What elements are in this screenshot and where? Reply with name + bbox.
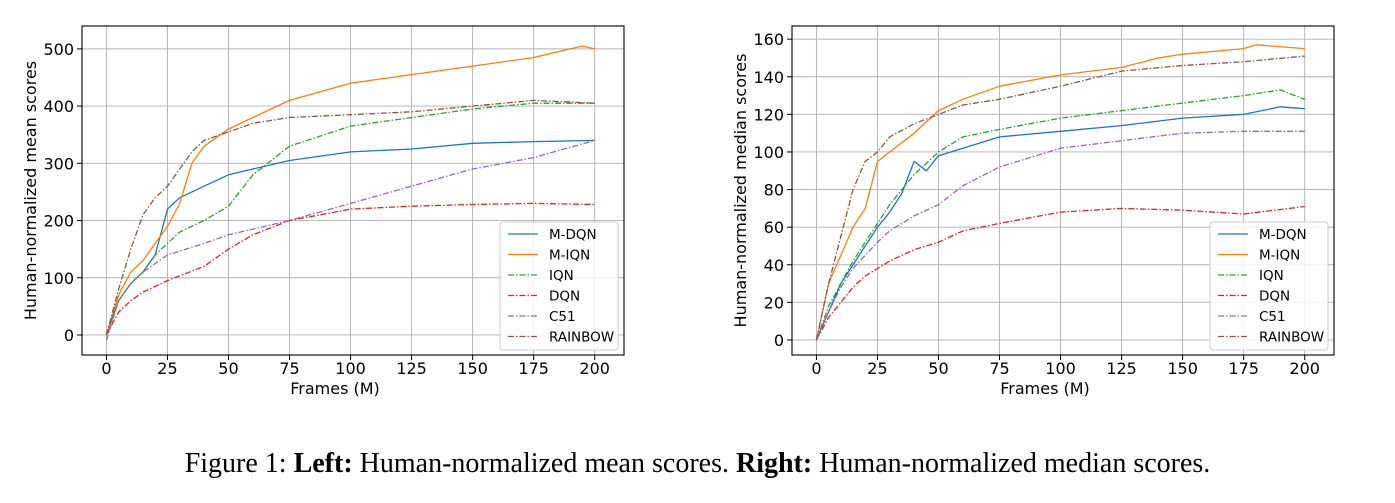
x-tick-label: 125 bbox=[396, 359, 427, 378]
x-tick-label: 200 bbox=[1289, 359, 1320, 378]
legend-label-dqn: DQN bbox=[1259, 289, 1290, 305]
x-tick-label: 125 bbox=[1106, 359, 1137, 378]
legend: M-DQN M-IQN IQN DQN C51 RAINBOW bbox=[1209, 221, 1329, 351]
series-line-dqn bbox=[105, 202, 595, 336]
x-tick-label: 150 bbox=[1167, 359, 1198, 378]
x-tick-label: 75 bbox=[989, 359, 1009, 378]
chart-median-scores: 0 25 50 75 100 125 150 175 200 0 20 40 60 80 100 120 140… bbox=[731, 25, 1335, 398]
y-tick-label: 400 bbox=[43, 97, 74, 116]
legend-label-rainbow: RAINBOW bbox=[549, 330, 614, 346]
series-line-dqn bbox=[815, 205, 1305, 341]
y-axis-label: Human-normalized mean scores bbox=[21, 61, 40, 320]
x-tick-label: 0 bbox=[101, 359, 111, 378]
x-tick-label: 175 bbox=[1228, 359, 1259, 378]
legend-label-c51: C51 bbox=[1259, 309, 1286, 325]
series-line-rainbow bbox=[815, 55, 1305, 341]
caption-right-text: Human-normalized median scores. bbox=[819, 448, 1211, 479]
caption-left-label: Left: bbox=[293, 448, 353, 479]
x-tick-label: 175 bbox=[518, 359, 549, 378]
x-tick-label: 50 bbox=[218, 359, 238, 378]
y-tick-label: 120 bbox=[753, 105, 784, 124]
legend-label-iqn: IQN bbox=[549, 268, 574, 284]
y-tick-label: 80 bbox=[764, 181, 784, 200]
plot-frame bbox=[81, 25, 625, 356]
y-tick-label: 60 bbox=[764, 218, 784, 237]
x-tick-label: 0 bbox=[811, 359, 821, 378]
y-tick-label: 160 bbox=[753, 30, 784, 49]
y-tick-label: 20 bbox=[764, 293, 784, 312]
x-tick-label: 75 bbox=[279, 359, 299, 378]
y-tick-label: 40 bbox=[764, 256, 784, 275]
series-line-c51 bbox=[815, 130, 1305, 341]
plot-frame bbox=[791, 25, 1335, 356]
series-line-c51 bbox=[105, 139, 595, 341]
y-tick-label: 500 bbox=[43, 40, 74, 59]
y-tick-label: 300 bbox=[43, 154, 74, 173]
x-tick-label: 25 bbox=[157, 359, 177, 378]
caption-prefix: Figure 1: bbox=[184, 448, 287, 479]
x-tick-label: 150 bbox=[457, 359, 488, 378]
y-tick-label: 0 bbox=[64, 326, 74, 345]
legend-label-dqn: DQN bbox=[549, 289, 580, 305]
x-tick-label: 100 bbox=[335, 359, 366, 378]
y-tick-label: 0 bbox=[774, 331, 784, 350]
figure-caption: Figure 1: Left: Human-normalized mean sc… bbox=[0, 448, 1395, 480]
series-line-rainbow bbox=[105, 99, 595, 336]
legend-label-c51: C51 bbox=[549, 309, 576, 325]
y-tick-label: 200 bbox=[43, 212, 74, 231]
series-line-iqn bbox=[815, 89, 1305, 341]
legend-label-iqn: IQN bbox=[1259, 268, 1284, 284]
y-tick-label: 140 bbox=[753, 68, 784, 87]
y-axis-label: Human-normalized median scores bbox=[731, 54, 750, 328]
x-axis-label: Frames (M) bbox=[1000, 379, 1090, 398]
x-tick-label: 200 bbox=[579, 359, 610, 378]
x-axis-label: Frames (M) bbox=[290, 379, 380, 398]
legend-label-m-iqn: M-IQN bbox=[1259, 248, 1300, 264]
legend: M-DQN M-IQN IQN DQN C51 RAINBOW bbox=[499, 221, 619, 351]
x-tick-label: 50 bbox=[928, 359, 948, 378]
series-line-m-iqn bbox=[105, 45, 595, 336]
legend-label-m-iqn: M-IQN bbox=[549, 248, 590, 264]
legend-label-rainbow: RAINBOW bbox=[1259, 330, 1324, 346]
caption-right-label: Right: bbox=[735, 448, 813, 479]
chart-mean-scores: 0 25 50 75 100 125 150 175 200 0 100 200 300 400 500 Fr… bbox=[21, 25, 625, 398]
x-tick-label: 25 bbox=[867, 359, 887, 378]
legend-label-m-dqn: M-DQN bbox=[1259, 227, 1307, 243]
series-line-m-dqn bbox=[815, 106, 1305, 341]
legend-label-m-dqn: M-DQN bbox=[549, 227, 597, 243]
y-tick-label: 100 bbox=[753, 143, 784, 162]
series-line-m-iqn bbox=[815, 44, 1305, 341]
x-tick-label: 100 bbox=[1045, 359, 1076, 378]
caption-left-text: Human-normalized mean scores. bbox=[359, 448, 729, 479]
y-tick-label: 100 bbox=[43, 269, 74, 288]
